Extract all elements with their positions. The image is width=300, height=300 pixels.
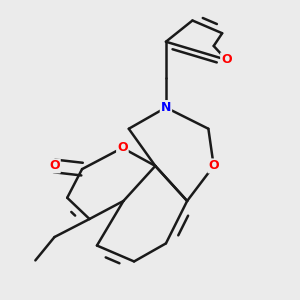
Text: N: N xyxy=(161,101,171,114)
Text: O: O xyxy=(221,53,232,66)
Text: O: O xyxy=(117,141,128,154)
Text: O: O xyxy=(208,159,219,172)
Text: O: O xyxy=(49,159,60,172)
